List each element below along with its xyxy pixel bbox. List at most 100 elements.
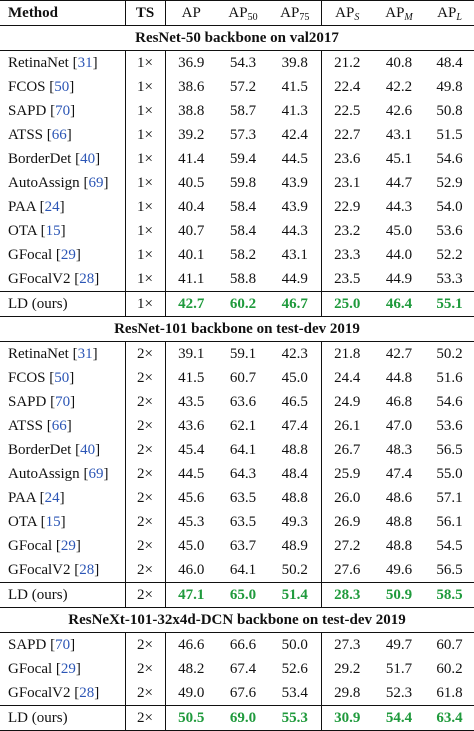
ts-cell: 1×	[124, 50, 165, 75]
method-cell: RetinaNet [31]	[8, 346, 98, 362]
metric-cell: 63.5	[229, 514, 257, 530]
metric-cell: 23.1	[320, 171, 373, 195]
citation-link[interactable]: 28	[79, 271, 95, 287]
ts-cell: 2×	[124, 438, 165, 462]
table-row: ATSS [66] 2× 43.6 62.1 47.4 26.1 47.0 53.6	[0, 414, 474, 438]
citation-link[interactable]: 40	[80, 442, 96, 458]
metric-cell: 48.3	[385, 442, 413, 458]
method-name: FCOS	[8, 370, 46, 386]
metric-cell: 47.4	[281, 418, 308, 434]
table-row: PAA [24] 1× 40.4 58.4 43.9 22.9 44.3 54.0	[0, 195, 474, 219]
metric-cell: 52.6	[281, 661, 308, 677]
metric-cell: 51.5	[436, 127, 463, 143]
method-cell: LD (ours)	[0, 582, 125, 608]
citation-link[interactable]: 15	[45, 223, 61, 239]
method-cell: GFocal [29]	[8, 247, 81, 263]
table-row: SAPD [70] 2× 43.5 63.6 46.5 24.9 46.8 54.6	[0, 390, 474, 414]
metric-cell: 46.0	[164, 558, 217, 583]
method-cell: SAPD [70]	[8, 637, 76, 653]
metric-cell: 46.8	[385, 394, 413, 410]
metric-cell: 59.1	[229, 346, 257, 362]
citation-link[interactable]: 31	[77, 346, 93, 362]
citation-link[interactable]: 66	[51, 418, 67, 434]
citation-link[interactable]: 50	[54, 370, 70, 386]
metric-cell: 65.0	[217, 582, 269, 608]
metric-cell: 56.5	[436, 562, 463, 578]
citation-link[interactable]: 29	[60, 661, 76, 677]
method-cell: RetinaNet [31]	[8, 55, 98, 71]
metric-cell: 55.1	[425, 291, 474, 317]
citation-link[interactable]: 31	[77, 55, 93, 71]
ts-cell: 2×	[124, 558, 165, 583]
citation-link[interactable]: 40	[80, 151, 96, 167]
section-title: ResNet-50 backbone on val2017	[0, 25, 474, 51]
metric-cell: 28.3	[320, 582, 373, 608]
method-name: OTA	[8, 514, 37, 530]
ts-cell: 1×	[124, 99, 165, 123]
citation-link[interactable]: 70	[55, 394, 71, 410]
metric-cell: 54.4	[373, 705, 425, 731]
citation-link[interactable]: 70	[55, 103, 71, 119]
method-cell: GFocalV2 [28]	[8, 562, 100, 578]
metric-cell: 43.5	[164, 390, 217, 414]
metric-cell: 41.4	[164, 147, 217, 171]
metric-cell: 26.9	[320, 510, 373, 534]
metric-cell: 56.1	[436, 514, 463, 530]
citation-link[interactable]: 24	[44, 199, 60, 215]
citation-link[interactable]: 69	[88, 466, 104, 482]
citation-link[interactable]: 50	[54, 79, 70, 95]
citation-link[interactable]: 24	[44, 490, 60, 506]
table-row: GFocalV2 [28] 1× 41.1 58.8 44.9 23.5 44.9 53.3	[0, 267, 474, 292]
table-row-ours: LD (ours) 1× 42.7 60.2 46.7 25.0 46.4 55.1	[0, 291, 474, 317]
metric-cell: 48.2	[164, 657, 217, 681]
method-cell: OTA [15]	[8, 514, 66, 530]
citation-link[interactable]: 66	[51, 127, 67, 143]
metric-cell: 27.6	[320, 558, 373, 583]
citation-link[interactable]: 69	[88, 175, 104, 191]
metric-cell: 22.9	[320, 195, 373, 219]
table-row: GFocal [29] 1× 40.1 58.2 43.1 23.3 44.0 52.2	[0, 243, 474, 267]
citation-link[interactable]: 28	[79, 562, 95, 578]
metric-cell: 44.3	[281, 223, 308, 239]
metric-cell: 54.3	[229, 55, 257, 71]
metric-cell: 54.0	[436, 199, 463, 215]
metric-cell: 58.2	[229, 247, 257, 263]
ts-cell: 2×	[124, 510, 165, 534]
metric-cell: 48.8	[281, 490, 308, 506]
table-row-ours: LD (ours) 2× 50.5 69.0 55.3 30.9 54.4 63.4	[0, 705, 474, 731]
method-name: LD (ours)	[8, 296, 68, 312]
metric-cell: 50.9	[373, 582, 425, 608]
metric-cell: 60.7	[436, 637, 463, 653]
citation-link[interactable]: 15	[45, 514, 61, 530]
metric-cell: 43.9	[281, 175, 308, 191]
citation-link[interactable]: 29	[60, 247, 76, 263]
citation-link[interactable]: 28	[79, 685, 95, 701]
method-cell: GFocalV2 [28]	[8, 685, 100, 701]
citation-link[interactable]: 29	[60, 538, 76, 554]
metric-cell: 41.1	[164, 267, 217, 292]
metric-cell: 38.8	[164, 99, 217, 123]
metric-cell: 52.3	[385, 685, 413, 701]
metric-cell: 44.5	[164, 462, 217, 486]
table-row: SAPD [70] 2× 46.6 66.6 50.0 27.3 49.7 60.7	[0, 632, 474, 657]
metric-cell: 44.9	[385, 271, 413, 287]
citation-link[interactable]: 70	[55, 637, 71, 653]
metric-cell: 44.9	[281, 271, 308, 287]
ts-cell: 2×	[124, 632, 165, 657]
metric-cell: 66.6	[229, 637, 257, 653]
table-row: OTA [15] 2× 45.3 63.5 49.3 26.9 48.8 56.1	[0, 510, 474, 534]
metric-cell: 54.5	[436, 538, 463, 554]
method-name: ATSS	[8, 418, 44, 434]
metric-cell: 39.8	[281, 55, 308, 71]
metric-cell: 43.6	[164, 414, 217, 438]
method-cell: PAA [24]	[8, 199, 65, 215]
ts-cell: 1×	[124, 123, 165, 147]
method-name: PAA	[8, 490, 36, 506]
ts-cell: 2×	[124, 657, 165, 681]
metric-cell: 23.2	[320, 219, 373, 243]
metric-cell: 43.1	[281, 247, 308, 263]
metric-cell: 24.9	[320, 390, 373, 414]
metric-cell: 29.8	[320, 681, 373, 706]
method-name: GFocal	[8, 247, 53, 263]
metric-cell: 44.7	[385, 175, 413, 191]
